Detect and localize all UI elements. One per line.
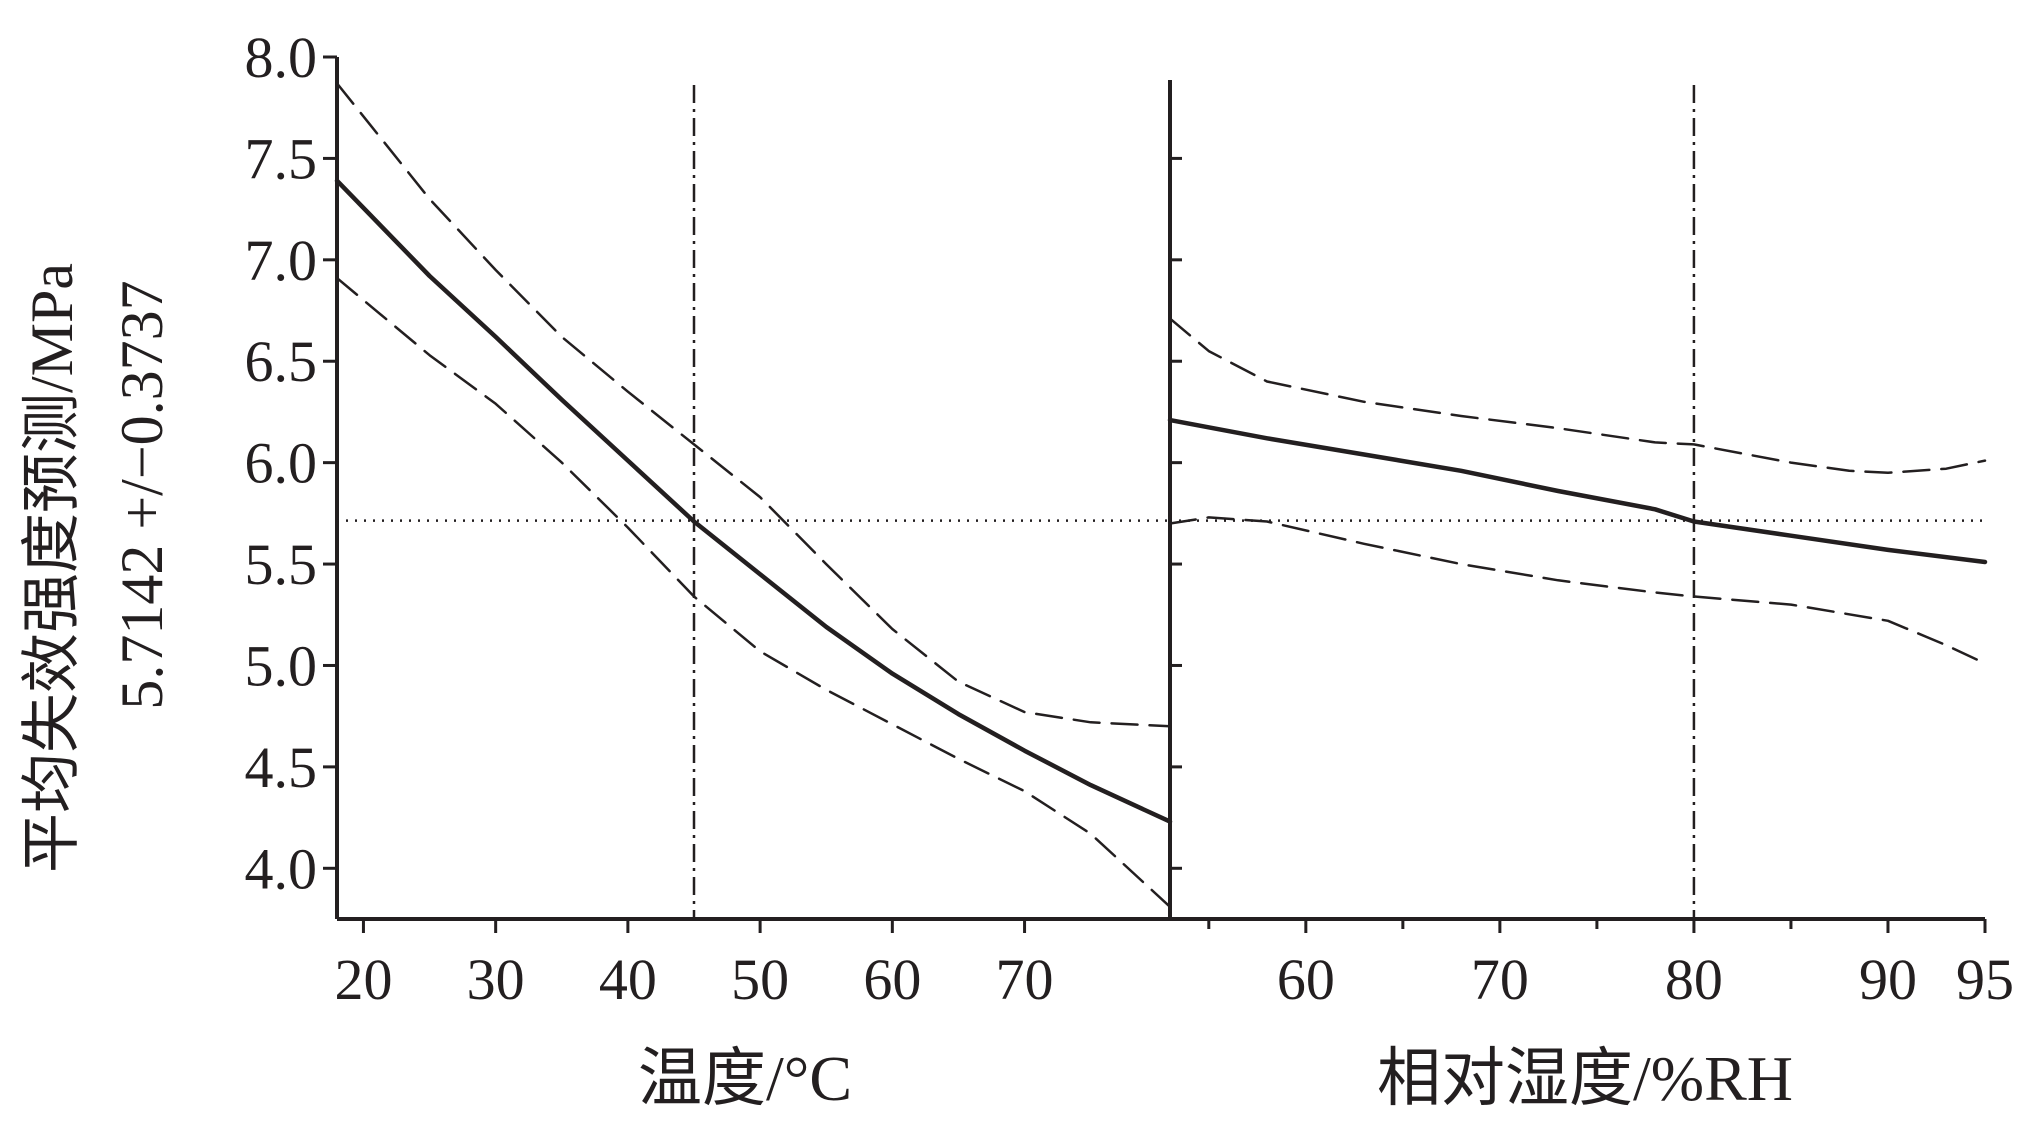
x-tick-label-humidity: 95 bbox=[1956, 947, 2014, 1012]
y-tick-label: 7.5 bbox=[245, 126, 318, 191]
lower-confidence-line-humidity bbox=[1168, 516, 1987, 665]
y-tick-label: 6.5 bbox=[245, 329, 318, 394]
y-axis-title-group: 平均失效强度预测/MPa 5.7142 +/−0.3737 bbox=[19, 263, 175, 873]
upper-confidence-line-temperature bbox=[335, 82, 1172, 728]
y-axis-title-line2: 5.7142 +/−0.3737 bbox=[109, 280, 175, 709]
x-tick-label-temperature: 30 bbox=[467, 947, 525, 1012]
x-tick-label-humidity: 60 bbox=[1277, 947, 1335, 1012]
y-tick-label: 4.5 bbox=[245, 735, 318, 800]
y-tick-label: 6.0 bbox=[245, 431, 318, 496]
y-axis: 4.0 4.5 5.0 5.5 6.0 6.5 7.0 7.5 8.0 bbox=[245, 25, 339, 919]
x-tick-label-humidity: 90 bbox=[1859, 947, 1917, 1012]
x-axis-title-humidity: 相对湿度/%RH bbox=[1377, 1043, 1793, 1114]
prediction-line-temperature bbox=[334, 178, 1173, 824]
y-tick-label: 4.0 bbox=[245, 836, 318, 901]
x-tick-label-temperature: 70 bbox=[996, 947, 1054, 1012]
x-axis-title-temperature: 温度/°C bbox=[638, 1043, 852, 1114]
y-tick-label: 5.0 bbox=[245, 633, 318, 698]
x-tick-label-temperature: 40 bbox=[599, 947, 657, 1012]
upper-confidence-line-humidity bbox=[1168, 317, 1987, 475]
y-tick-label: 8.0 bbox=[245, 25, 318, 90]
y-axis-title-line1: 平均失效强度预测/MPa bbox=[19, 263, 85, 873]
x-tick-label-temperature: 60 bbox=[863, 947, 921, 1012]
x-tick-label-temperature: 20 bbox=[334, 947, 392, 1012]
lower-confidence-line-temperature bbox=[335, 276, 1172, 909]
temperature-panel: 20 30 40 50 60 70 bbox=[334, 82, 1173, 1012]
prediction-line-humidity bbox=[1167, 417, 1988, 565]
x-tick-label-temperature: 50 bbox=[731, 947, 789, 1012]
x-tick-label-humidity: 80 bbox=[1665, 947, 1723, 1012]
y-tick-label: 5.5 bbox=[245, 532, 318, 597]
x-tick-label-humidity: 70 bbox=[1471, 947, 1529, 1012]
humidity-panel: 60 70 80 90 95 bbox=[1167, 80, 2014, 1012]
y-tick-label: 7.0 bbox=[245, 228, 318, 293]
